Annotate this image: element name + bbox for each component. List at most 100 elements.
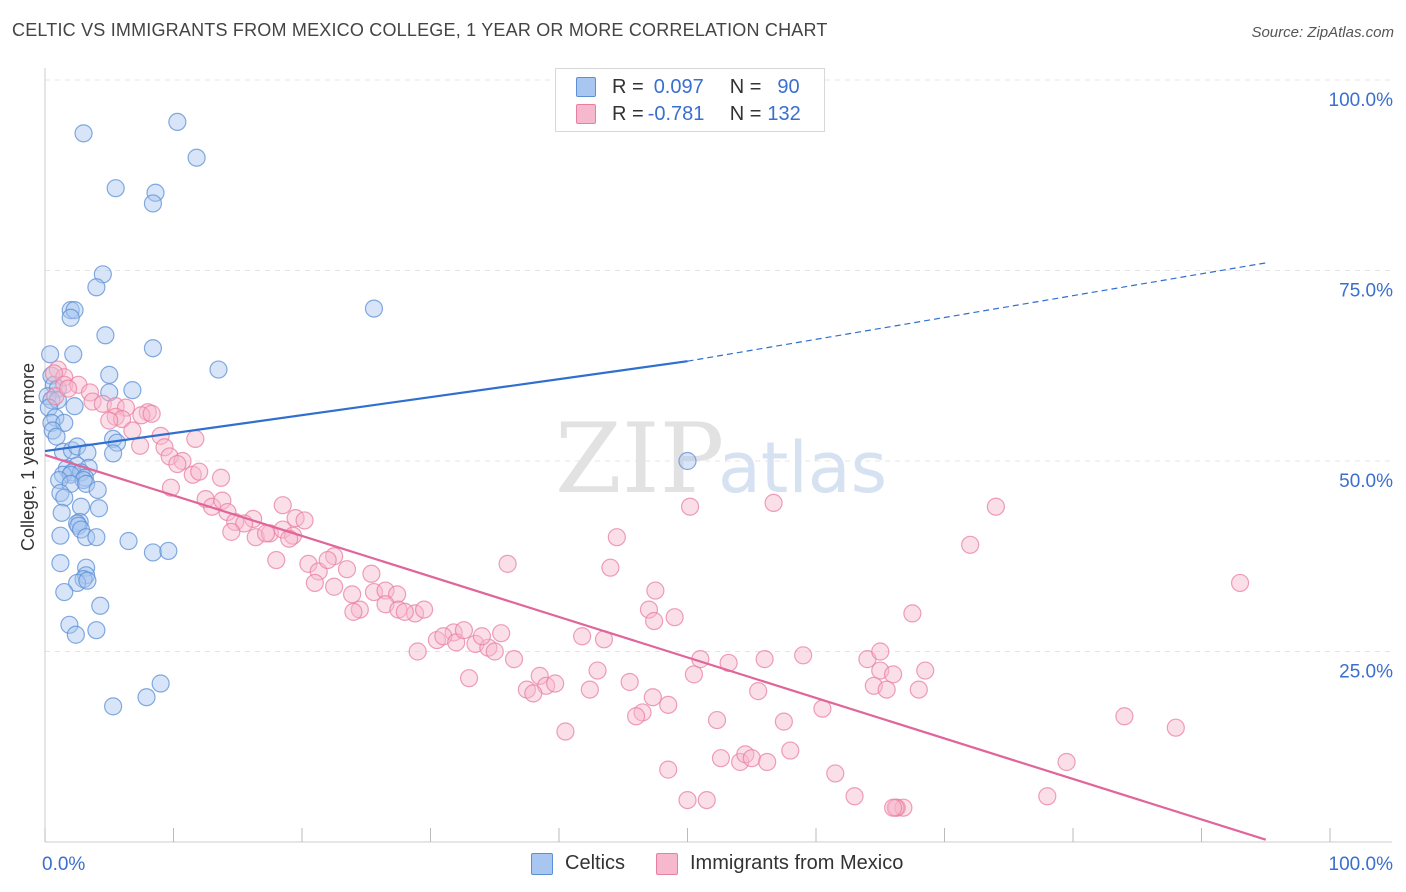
- celtics-point: [89, 499, 109, 518]
- correlation-legend: R = 0.097 N = 90 R = -0.781 N = 132: [555, 68, 825, 132]
- mexico-point: [1166, 718, 1185, 737]
- celtics-point: [41, 345, 60, 364]
- celtics-point: [50, 470, 69, 490]
- mexico-point: [472, 627, 491, 646]
- mexico-point: [344, 602, 363, 621]
- mexico-legend-swatch: [656, 852, 678, 875]
- celtics-point: [51, 526, 70, 545]
- mexico-point: [155, 438, 174, 457]
- mexico-point: [916, 661, 935, 680]
- celtics-point: [123, 381, 142, 400]
- mexico-point: [665, 608, 684, 627]
- mexico-point: [894, 798, 913, 817]
- mexico-point: [659, 695, 678, 714]
- celtics-point: [106, 179, 125, 198]
- legend-n-label: N =: [729, 102, 762, 125]
- celtics-point: [187, 148, 206, 167]
- y-axis-label-group: College, 1 year or more: [18, 363, 38, 551]
- legend-r-label: R =: [612, 75, 644, 98]
- mexico-point: [573, 627, 592, 646]
- celtics-point: [77, 474, 96, 493]
- mexico-point: [620, 672, 639, 692]
- mexico-point: [498, 554, 517, 573]
- mexico-point: [794, 646, 813, 665]
- mexico-point: [100, 411, 119, 430]
- mexico-point: [903, 604, 922, 623]
- celtics-point: [52, 503, 71, 522]
- mexico-point: [190, 462, 209, 481]
- mexico-point: [318, 550, 337, 570]
- celtics-point: [88, 480, 107, 500]
- celtics-point: [151, 674, 170, 693]
- celtics-point: [143, 339, 163, 358]
- mexico-point: [601, 558, 620, 577]
- celtics-point: [87, 278, 106, 297]
- mexico-point: [186, 429, 205, 449]
- mexico-point: [588, 661, 607, 680]
- chart-source: Source: ZipAtlas.com: [1251, 24, 1394, 41]
- celtics-point: [104, 697, 123, 716]
- celtics-point: [61, 301, 80, 320]
- y-tick-label: 100.0%: [1329, 90, 1394, 111]
- mexico-point: [877, 680, 896, 699]
- celtics-point: [678, 451, 697, 471]
- legend-r-label: R =: [612, 102, 644, 125]
- bottom-legend-celtics: Celtics: [531, 852, 625, 875]
- celtics-point: [74, 124, 93, 143]
- mexico-point: [758, 752, 777, 772]
- x-tick-label: 100.0%: [1329, 854, 1394, 875]
- mexico-point: [883, 665, 903, 684]
- mexico-point: [711, 749, 731, 768]
- mexico-legend-label: Immigrants from Mexico: [690, 852, 904, 874]
- mexico-point: [764, 493, 783, 513]
- mexico-point: [364, 582, 384, 602]
- mexico-points: [44, 360, 1250, 817]
- mexico-point: [1057, 752, 1076, 772]
- legend-n-value: 132: [767, 102, 801, 125]
- y-axis-label: College, 1 year or more: [18, 363, 38, 551]
- y-tick-label: 50.0%: [1339, 471, 1393, 492]
- mexico-point: [1038, 787, 1057, 806]
- celtics-point: [78, 571, 97, 590]
- celtics-point: [87, 528, 106, 547]
- mexico-point: [986, 497, 1006, 516]
- celtics-point: [87, 621, 106, 640]
- legend-r-value: 0.097: [653, 75, 704, 98]
- legend-row-celtics: R = 0.097 N = 90: [576, 74, 800, 100]
- celtics-point: [66, 625, 85, 644]
- mexico-point: [273, 496, 292, 515]
- watermark: ZIP atlas: [555, 403, 887, 515]
- mexico-point: [376, 581, 395, 600]
- mexico-point: [408, 642, 427, 661]
- celtics-trend-line: [44, 360, 688, 453]
- mexico-point: [337, 560, 357, 579]
- legend-row-mexico: R = -0.781 N = 132: [576, 101, 801, 127]
- mexico-point: [325, 577, 344, 596]
- mexico-point: [961, 535, 980, 554]
- mexico-point: [267, 550, 286, 570]
- celtics-point: [209, 360, 228, 379]
- mexico-point: [580, 680, 599, 699]
- mexico-point: [883, 798, 903, 817]
- mexico-point: [781, 741, 800, 760]
- mexico-swatch: [576, 104, 596, 124]
- mexico-point: [395, 602, 414, 621]
- mexico-point: [280, 529, 299, 548]
- watermark-zip: ZIP: [555, 403, 724, 515]
- y-tick-label: 75.0%: [1339, 281, 1393, 302]
- mexico-point: [871, 642, 890, 661]
- celtics-point: [364, 299, 384, 318]
- celtics-point: [146, 183, 165, 202]
- mexico-point: [492, 624, 511, 643]
- mexico-point: [643, 688, 662, 707]
- mexico-point: [485, 642, 504, 661]
- celtics-point: [55, 582, 74, 602]
- tick-labels: 100.0% 75.0% 50.0% 25.0% 0.0% 100.0%: [42, 90, 1393, 875]
- mexico-point: [222, 522, 241, 541]
- trend-lines: [44, 262, 1267, 841]
- mexico-point: [213, 491, 232, 510]
- mexico-point: [130, 436, 150, 455]
- mexico-point: [546, 674, 565, 693]
- mexico-point: [742, 749, 761, 768]
- mexico-point: [556, 722, 575, 741]
